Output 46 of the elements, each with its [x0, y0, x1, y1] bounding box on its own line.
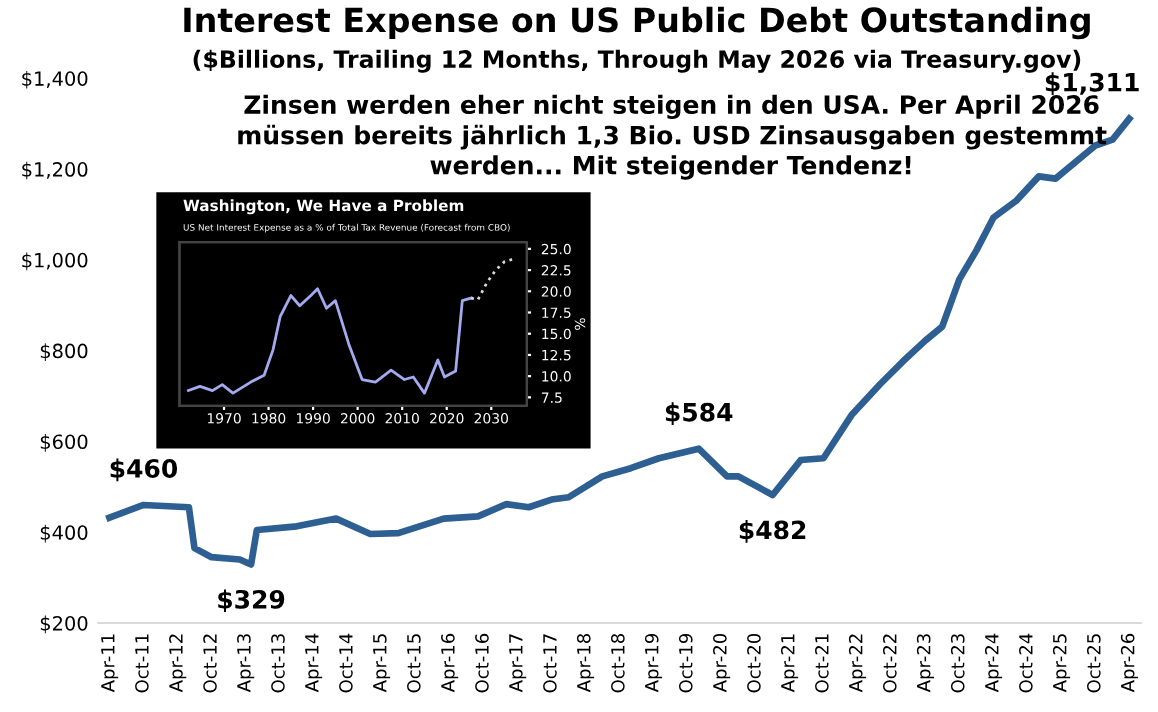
- x-tick-label: Apr-13: [237, 634, 255, 693]
- y-tick-label: $600: [40, 434, 88, 452]
- x-tick-label: Apr-26: [1120, 633, 1139, 693]
- annotation: $482: [739, 520, 806, 543]
- x-tick-label: Apr-25: [1052, 634, 1071, 693]
- annotation: $584: [665, 402, 733, 425]
- x-tick-label: Apr-21: [780, 634, 799, 693]
- x-tick-label: Apr-22: [848, 634, 867, 693]
- x-tick-label: Apr-14: [305, 633, 323, 693]
- y-tick-label: $1,200: [22, 161, 88, 180]
- x-tick-label: Oct-17: [543, 634, 557, 693]
- x-tick-label: Apr-18: [576, 633, 595, 693]
- x-tick-label: Apr-17: [509, 634, 527, 693]
- x-tick-label: Apr-12: [169, 634, 187, 693]
- y-tick-label: $800: [40, 343, 88, 361]
- x-tick-label: Oct-20: [747, 633, 761, 693]
- x-tick-label: Oct-13: [271, 634, 285, 693]
- chart-subtitle: ($Billions, Trailing 12 Months, Through May 2026 via Treasury.gov): [193, 49, 1081, 73]
- x-tick-label: Oct-23: [950, 634, 965, 693]
- x-tick-label: Apr-15: [373, 634, 391, 693]
- x-tick-label: Apr-24: [984, 633, 1003, 693]
- chart-title: Interest Expense on US Public Debt Outstanding: [184, 6, 1090, 40]
- x-tick-label: Apr-23: [916, 634, 934, 693]
- annotation: $329: [218, 589, 285, 613]
- x-tick-label: Oct-11: [135, 634, 149, 693]
- annotation: $1,311: [1045, 72, 1139, 95]
- x-tick-label: Oct-22: [882, 634, 897, 693]
- x-tick-label: Oct-19: [678, 633, 693, 693]
- x-tick-label: Oct-12: [203, 634, 217, 693]
- y-tick-label: $1,400: [22, 70, 88, 89]
- x-tick-label: Oct-25: [1086, 634, 1101, 693]
- x-tick-label: Oct-16: [475, 633, 489, 693]
- x-tick-label: Apr-19: [644, 633, 663, 693]
- y-tick-label: $1,000: [22, 252, 88, 271]
- x-tick-label: Oct-18: [611, 633, 625, 693]
- x-tick-label: Apr-16: [441, 633, 459, 693]
- annotation: Zinsen werden eher nicht steigen in den USA. Per April 2026 müssen bereits jährlich 1,3 Bio. USD Zinsausgaben gestemmt werden... Mit steigender Tendenz!: [238, 94, 1107, 180]
- x-tick-label: Apr-11: [101, 634, 119, 693]
- x-tick-label: Oct-24: [1019, 633, 1033, 693]
- y-tick-label: $400: [40, 524, 88, 543]
- x-tick-label: Oct-14: [339, 633, 353, 693]
- x-tick-label: Apr-20: [713, 633, 731, 693]
- x-tick-label: Oct-21: [815, 634, 829, 693]
- annotation: $460: [110, 458, 178, 482]
- y-tick-label: $200: [40, 615, 88, 634]
- x-tick-label: Oct-15: [407, 634, 421, 693]
